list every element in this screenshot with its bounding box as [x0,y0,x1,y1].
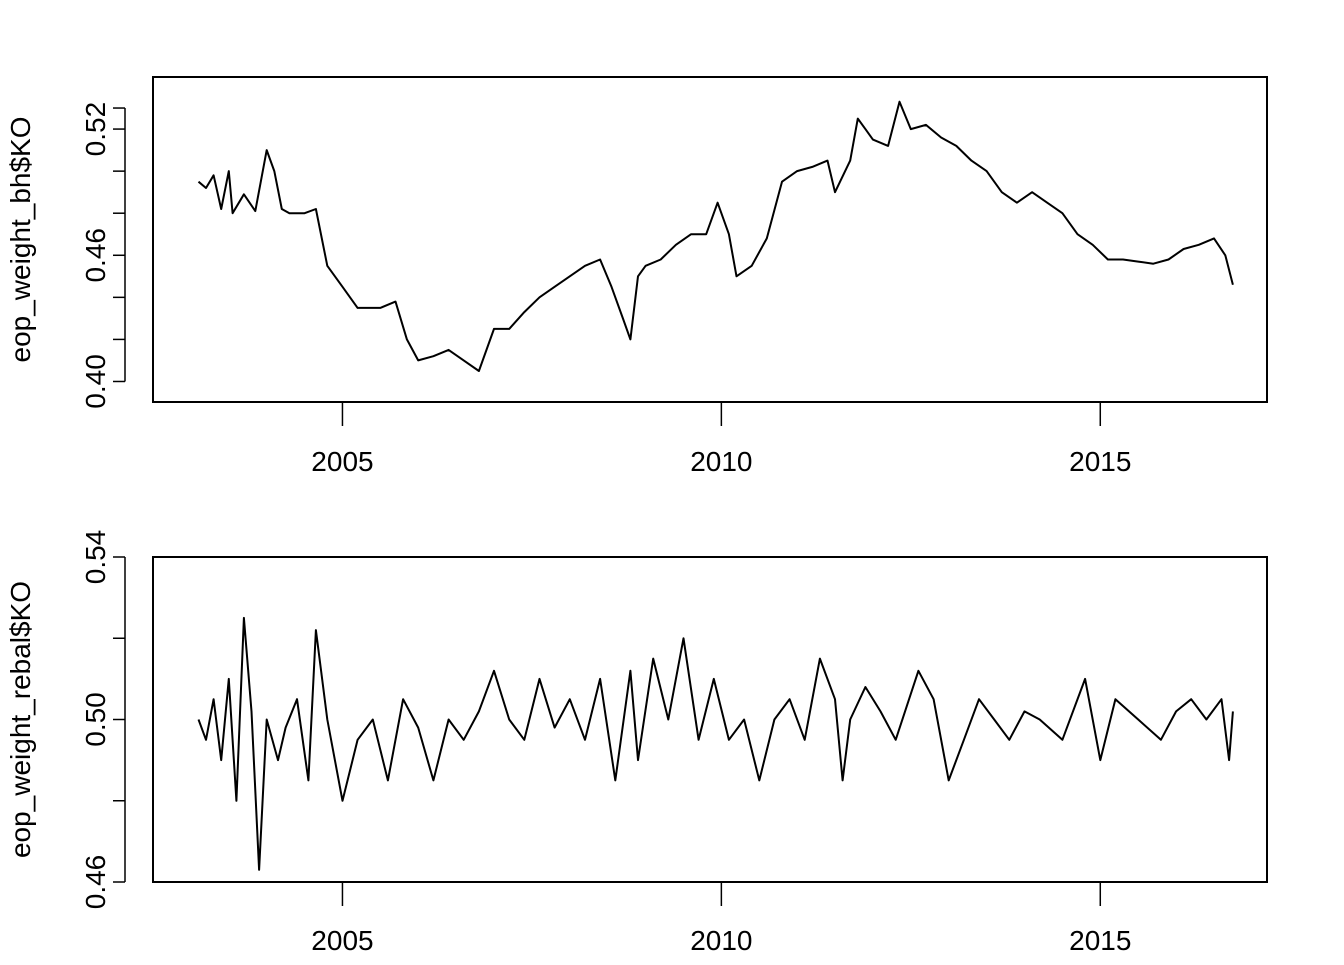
plot-frame [152,556,1268,883]
series-line-1 [197,616,1234,871]
x-tick-label: 2015 [1069,446,1131,477]
x-tick-label: 2015 [1069,925,1131,956]
y-axis-label: eop_weight_bh$KO [5,117,36,363]
panel-1: 0.40 0.46 0.52 2005 2010 2015 eop_weight_bh$KO [5,76,1268,477]
y-tick-label: 0.40 [80,354,111,409]
x-tick-label: 2005 [311,925,373,956]
series-line-1 [197,100,1234,372]
panel-2: 0.46 0.50 0.54 2005 2010 2015 eop_weight_rebal… [5,530,1268,956]
y-axis-label: eop_weight_rebal$KO [5,581,36,858]
y-tick-label: 0.54 [80,530,111,585]
x-tick-label: 2010 [690,446,752,477]
y-tick-label: 0.46 [80,228,111,283]
x-tick-label: 2010 [690,925,752,956]
y-tick-label: 0.50 [80,692,111,747]
y-tick-label: 0.46 [80,855,111,910]
plot-frame [152,76,1268,403]
x-tick-label: 2005 [311,446,373,477]
y-tick-label: 0.52 [80,102,111,157]
